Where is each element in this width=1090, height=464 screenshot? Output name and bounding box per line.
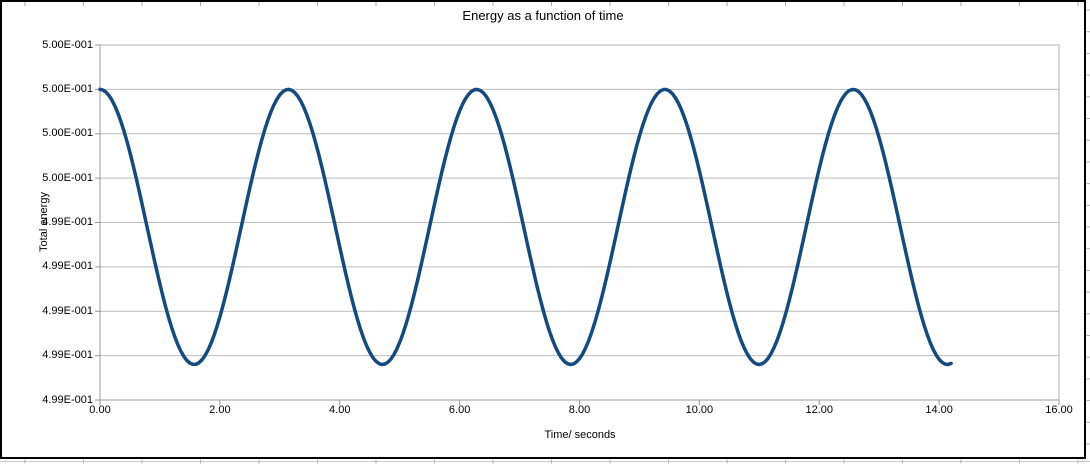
y-tick-label: 5.00E-001	[42, 127, 93, 140]
x-tick-label: 10.00	[685, 404, 714, 416]
x-tick-label: 2.00	[209, 404, 231, 416]
y-tick-label: 4.99E-001	[42, 349, 93, 362]
y-tick-label: 5.00E-001	[42, 82, 93, 95]
x-axis-title: Time/ seconds	[544, 429, 616, 441]
x-tick-label: 8.00	[568, 404, 591, 416]
y-tick-label: 4.99E-001	[42, 260, 93, 273]
x-tick-label: 6.00	[448, 404, 471, 416]
energy-series-line	[98, 87, 953, 367]
y-tick-label: 4.99E-001	[42, 216, 93, 228]
x-tick-label: 0.00	[89, 404, 111, 416]
y-tick-label: 4.99E-001	[42, 393, 93, 406]
x-tick-label: 16.00	[1045, 404, 1073, 416]
chart-title: Energy as a function of time	[462, 8, 624, 23]
y-tick-label: 5.00E-001	[42, 38, 93, 51]
y-tick-label: 5.00E-001	[42, 171, 93, 184]
x-tick-label: 12.00	[805, 404, 834, 416]
y-tick-label: 4.99E-001	[42, 304, 93, 317]
x-tick-label: 14.00	[925, 404, 953, 416]
x-tick-label: 4.00	[329, 404, 351, 416]
